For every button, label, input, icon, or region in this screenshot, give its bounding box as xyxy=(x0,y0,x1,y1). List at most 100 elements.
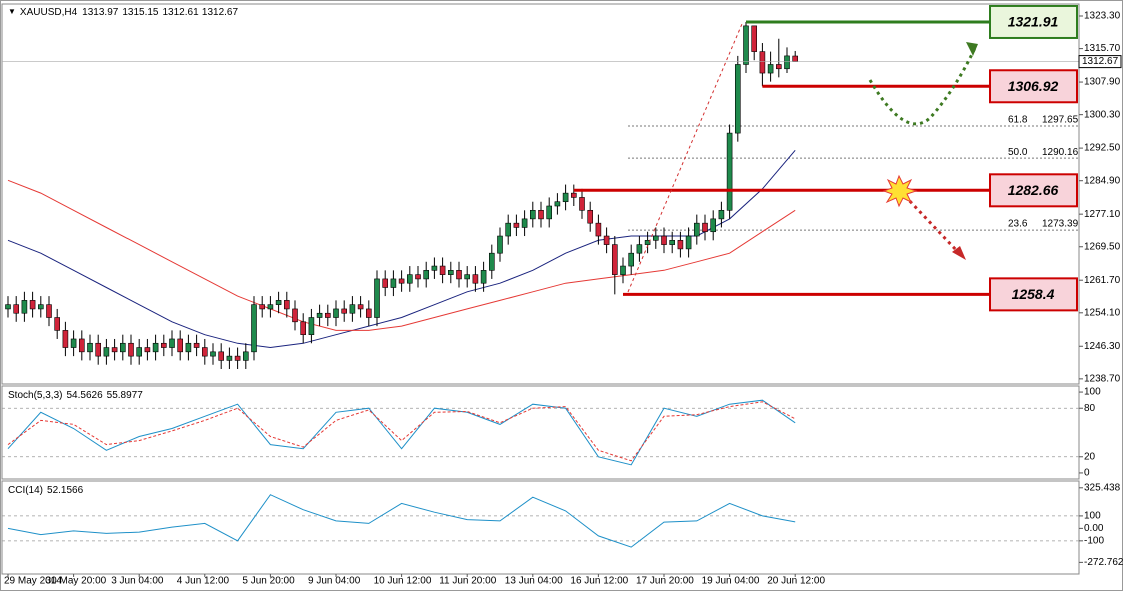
candle-body xyxy=(726,132,733,211)
fib-ratio: 61.8 xyxy=(1008,115,1028,126)
candle-body xyxy=(111,347,118,353)
candle-body xyxy=(513,222,520,228)
candle-body xyxy=(669,240,676,245)
candle-body xyxy=(406,274,413,284)
y-tick-label: 1315.70 xyxy=(1084,43,1121,54)
x-tick-label: 17 Jun 20:00 xyxy=(636,576,694,587)
candle-body xyxy=(751,25,758,52)
candle-body xyxy=(185,342,192,353)
y-tick-label: 1284.90 xyxy=(1084,175,1121,186)
y-tick-label: 100 xyxy=(1084,511,1101,522)
x-tick-label: 29 May 2014 xyxy=(4,576,62,587)
candle-body xyxy=(5,304,11,310)
candle-body xyxy=(46,304,52,318)
indicator-reading: 54.5626 xyxy=(66,390,103,401)
candle-body xyxy=(587,209,594,224)
level-box xyxy=(989,173,1078,208)
x-tick-label: 9 Jun 04:00 xyxy=(308,576,361,587)
main-panel xyxy=(1,3,1080,385)
candle-body xyxy=(136,347,142,357)
candle-body xyxy=(177,338,183,353)
current-price-label: 1312.67 xyxy=(1082,56,1119,67)
candle-body xyxy=(54,317,61,331)
y-tick-label: 1300.30 xyxy=(1084,109,1121,120)
chart-header: ▼ XAUUSD,H4 1313.97 1315.15 1312.61 1312.67 xyxy=(8,7,238,18)
candle-body xyxy=(423,270,430,280)
break-arrow-head xyxy=(952,246,966,260)
candle-body xyxy=(390,278,397,288)
candle-body xyxy=(529,209,536,220)
candle-body xyxy=(70,338,77,348)
y-tick-label: 1307.90 xyxy=(1084,77,1121,88)
level-box xyxy=(989,277,1078,312)
x-tick-label: 10 Jun 12:00 xyxy=(374,576,432,587)
indicator-line xyxy=(7,401,796,462)
header-open: 1313.97 xyxy=(82,7,119,18)
indicator-name: Stoch(5,3,3) xyxy=(8,390,62,401)
break-star xyxy=(882,174,918,208)
y-tick-label: 100 xyxy=(1084,387,1101,398)
header-high: 1315.15 xyxy=(122,7,159,18)
candle-body xyxy=(439,265,446,275)
candle-body xyxy=(79,338,85,353)
candle-body xyxy=(308,317,315,335)
y-tick-label: 1238.70 xyxy=(1084,373,1121,384)
layer: 1323.30 1315.70 1307.90 1300.30 1292.50 1284.… xyxy=(2,4,1123,587)
fib-price: 1290.16 xyxy=(1042,147,1079,158)
candle-body xyxy=(562,192,569,203)
y-tick-label: -272.7629 xyxy=(1084,557,1123,568)
candle-body xyxy=(710,218,717,233)
candle-body xyxy=(497,235,503,254)
cci-panel xyxy=(1,480,1080,575)
candle-body xyxy=(267,304,274,310)
candle-body xyxy=(628,252,635,267)
candle-body xyxy=(202,347,208,357)
y-tick-label: 1254.10 xyxy=(1084,307,1121,318)
candle-body xyxy=(447,270,454,275)
candle-body xyxy=(661,235,667,245)
candle-body xyxy=(784,55,790,70)
candle-body xyxy=(62,330,69,348)
candle-body xyxy=(775,64,782,70)
candle-body xyxy=(152,342,159,353)
fib-ratio: 50.0 xyxy=(1008,147,1028,158)
fib-price: 1273.39 xyxy=(1042,219,1079,230)
candle-body xyxy=(128,342,134,357)
candle-body xyxy=(251,304,257,353)
candle-body xyxy=(505,222,512,237)
candle-body xyxy=(702,222,708,233)
candle-body xyxy=(103,347,110,357)
x-tick-label: 11 Jun 20:00 xyxy=(439,576,497,587)
candle-body xyxy=(595,222,602,237)
candle-body xyxy=(210,351,216,357)
y-tick-label: 20 xyxy=(1084,451,1096,462)
candle-body xyxy=(652,235,659,241)
candle-body xyxy=(792,55,799,62)
candle-body xyxy=(374,278,380,318)
candle-body xyxy=(718,209,725,220)
y-tick-label: 1246.30 xyxy=(1084,341,1121,352)
x-tick-label: 19 Jun 04:00 xyxy=(702,576,760,587)
y-tick-label: 325.438 xyxy=(1084,482,1121,493)
x-tick-label: 30 May 20:00 xyxy=(46,576,107,587)
current-price-box xyxy=(1078,55,1122,69)
y-tick-label: 1292.50 xyxy=(1084,143,1121,154)
candle-body xyxy=(243,351,249,361)
candle-body xyxy=(333,308,339,318)
candle-body xyxy=(464,274,471,280)
x-tick-label: 13 Jun 04:00 xyxy=(505,576,563,587)
candle-body xyxy=(275,300,282,305)
candle-body xyxy=(13,304,19,314)
header-close: 1312.67 xyxy=(202,7,239,18)
candle-body xyxy=(759,51,766,74)
level-label: 1306.92 xyxy=(1008,78,1059,94)
candle-body xyxy=(21,300,28,314)
candle-body xyxy=(603,235,610,245)
x-tick-label: 4 Jun 12:00 xyxy=(177,576,230,587)
fib-price: 1297.65 xyxy=(1042,115,1079,126)
y-tick-label: 0 xyxy=(1084,468,1090,479)
stoch-panel xyxy=(1,385,1080,480)
candle-body xyxy=(611,244,618,275)
candle-body xyxy=(349,304,356,314)
